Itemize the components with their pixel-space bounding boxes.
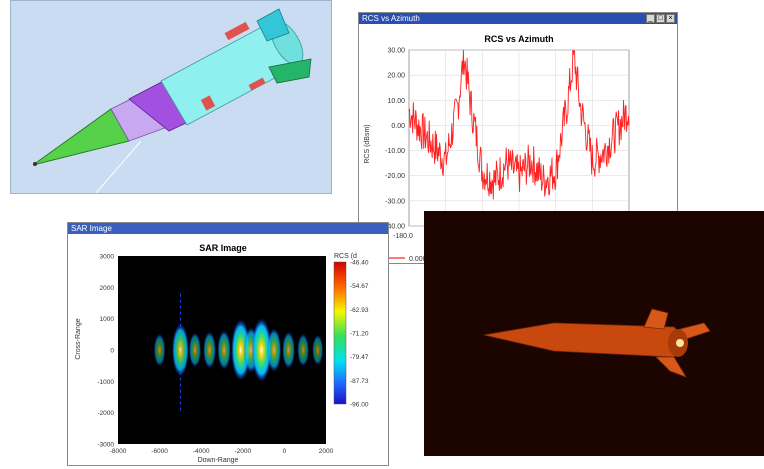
sar-scatterer [203,331,216,369]
minimize-button[interactable]: _ [646,14,655,23]
rcs-y-tick-label: -10.00 [385,148,405,155]
sar-scatterer [266,327,282,373]
missile-cad-model [32,8,312,194]
sar-colorbar-tick-label: -46.40 [350,260,369,267]
red-panel-mid [200,95,216,111]
sar-scatterer [312,334,324,366]
sar-scatterer [217,330,231,370]
rcs-y-axis-label: RCS (dBsm) [364,124,371,163]
sar-colorbar-tick-label: -62.93 [350,307,369,314]
sar-colorbar-tick-label: -71.20 [350,331,369,338]
model-axis-line [95,140,142,194]
rcs-plot-title: RCS vs Azimuth [484,34,553,44]
rcs-y-tick-label: -40.00 [385,224,405,231]
sar-colorbar-tick-label: -87.73 [350,378,369,385]
sar-colorbar-title: RCS (d [334,253,357,260]
sar-colorbar-tick-label: -96.00 [350,402,369,409]
render-bottom-fin [655,356,687,378]
sar-x-tick-label: 0 [283,448,287,455]
rcs-x-tick-first: -180.0 [393,233,413,240]
sar-y-tick-label: 1000 [100,316,115,323]
rcs-y-tick-label: 10.00 [387,98,405,105]
sar-scatterer [282,331,295,369]
side-fin [268,58,312,84]
rcs-chart: RCS vs Azimuth RCS (dBsm) 30.00 20.00 10.0… [364,34,630,263]
sar-colorbar-tick-label: -79.47 [350,354,369,361]
rcs-y-tick-label: 20.00 [387,73,405,80]
sar-scatterer [251,318,272,382]
sar-x-axis-label: Down-Range [198,457,239,464]
rcs-y-tick-label: 30.00 [387,48,405,55]
render-view-window [424,211,764,456]
nose-cone [32,108,130,166]
close-button[interactable]: × [666,14,675,23]
top-fin [256,8,290,42]
sar-x-tick-label: -8000 [110,448,127,455]
rcs-y-ticks: 30.00 20.00 10.00 0.00 -10.00 -20.00 -30.00 -40… [385,48,405,231]
sar-y-tick-label: 2000 [100,285,115,292]
rcs-y-tick-label: -30.00 [385,198,405,205]
sar-x-tick-label: -2000 [234,448,251,455]
rcs-y-tick-label: 0.00 [391,123,405,130]
sar-x-tick-label: -4000 [193,448,210,455]
rcs-legend-label: 0.000 [409,256,427,263]
sar-scatterer [171,323,189,377]
sar-colorbar-tick-label: -54.67 [350,283,369,290]
sar-colorbar [333,261,347,405]
sar-y-tick-label: 0 [110,348,114,355]
sar-x-ticks: -8000 -6000 -4000 -2000 0 2000 [110,448,334,455]
rcs-window-title: RCS vs Azimuth [362,14,420,23]
sar-y-tick-label: 3000 [100,254,115,261]
sar-window-title: SAR Image [71,224,112,233]
sar-plot-title: SAR Image [199,243,247,253]
sar-scatterer [297,333,309,367]
sar-scatterer [153,333,166,367]
red-panel-aft [248,77,266,91]
sar-y-tick-label: -2000 [97,410,114,417]
sar-colorbar-ticks: -46.40 -54.67 -62.93 -71.20 -79.47 -87.73 -96.… [350,260,369,409]
maximize-button[interactable]: □ [656,14,665,23]
red-panel-top [224,21,250,41]
rcs-y-tick-label: -20.00 [385,173,405,180]
sar-x-tick-label: -6000 [151,448,168,455]
sar-y-ticks: 3000 2000 1000 0 -1000 -2000 -3000 [97,254,114,449]
sar-scatterers [153,293,324,413]
render-engine-glow [676,339,684,347]
sar-y-axis-label: Cross-Range [75,318,82,359]
sar-x-tick-label: 2000 [319,448,334,455]
nose-tip-marker [33,162,37,166]
sar-y-tick-label: -3000 [97,442,114,449]
sar-window: SAR Image SAR Image Cross-Range Down [67,222,389,466]
rcs-series-line [408,49,630,200]
sar-chart: SAR Image Cross-Range Down-Range -8000 -6… [75,243,369,464]
rcs-window-titlebar[interactable]: RCS vs Azimuth _ □ × [359,13,677,24]
sar-scatterer [188,332,202,368]
rcs-window: RCS vs Azimuth _ □ × RCS vs Azimuth RCS … [358,12,678,264]
model-view-window [10,0,332,194]
sar-window-titlebar[interactable]: SAR Image [68,223,388,234]
sar-y-tick-label: -1000 [97,379,114,386]
render-top-fin [643,308,669,330]
missile-render [483,308,711,378]
